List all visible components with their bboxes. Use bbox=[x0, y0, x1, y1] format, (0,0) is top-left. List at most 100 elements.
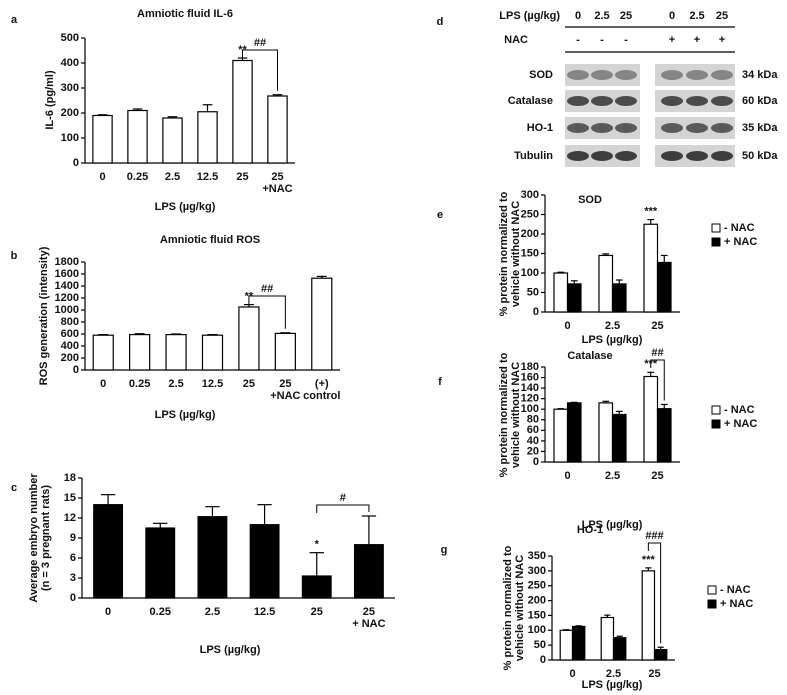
chart-panel bbox=[81, 37, 295, 164]
x-tick-label: 0.25 bbox=[150, 606, 171, 618]
protein-label: Tubulin bbox=[514, 150, 553, 162]
y-tick-label: 40 bbox=[527, 435, 539, 447]
error-bar bbox=[205, 506, 220, 517]
x-axis-label: LPS (µg/kg) bbox=[582, 679, 643, 691]
y-tick-label: 15 bbox=[64, 492, 76, 504]
chart-panel bbox=[548, 542, 717, 661]
error-bar bbox=[316, 275, 327, 279]
panel-letter: g bbox=[441, 544, 448, 556]
bar bbox=[643, 223, 659, 313]
bar bbox=[274, 332, 296, 371]
y-tick-label: 80 bbox=[527, 414, 539, 426]
bar bbox=[611, 283, 627, 313]
significance-mark: ### bbox=[645, 530, 663, 542]
x-tick-label: 25 bbox=[651, 470, 663, 482]
bar bbox=[201, 334, 224, 371]
y-axis-label: % protein normalized tovehicle without N… bbox=[502, 545, 526, 670]
x-tick-label: 0.25 bbox=[129, 378, 150, 390]
error-bar bbox=[602, 253, 610, 256]
bar bbox=[612, 637, 627, 661]
bar bbox=[197, 111, 218, 164]
error-bar bbox=[660, 254, 668, 263]
x-axis-label: LPS (µg/kg) bbox=[200, 644, 261, 656]
significance-mark: ** bbox=[245, 291, 254, 303]
legend-swatch bbox=[707, 585, 717, 595]
bar bbox=[641, 570, 656, 661]
protein-label: HO-1 bbox=[527, 122, 553, 134]
error-bar bbox=[153, 522, 168, 528]
error-bar bbox=[132, 108, 143, 111]
error-bar bbox=[647, 218, 655, 225]
y-tick-label: 300 bbox=[521, 189, 539, 201]
bar bbox=[566, 283, 582, 313]
x-tick-label: 25 bbox=[651, 320, 663, 332]
y-tick-label: 140 bbox=[521, 382, 539, 394]
legend-swatch bbox=[711, 405, 721, 415]
error-bar bbox=[604, 614, 611, 618]
y-tick-label: 50 bbox=[527, 286, 539, 298]
bar bbox=[267, 95, 288, 164]
error-bar bbox=[361, 515, 377, 545]
error-bar bbox=[98, 334, 109, 336]
bar bbox=[93, 504, 124, 599]
y-tick-label: 18 bbox=[64, 472, 76, 484]
y-tick-label: 180 bbox=[521, 361, 539, 373]
x-tick-label: 0 bbox=[100, 378, 106, 390]
bar bbox=[598, 402, 614, 463]
legend-label: - NAC bbox=[724, 222, 755, 234]
size-label: 50 kDa bbox=[742, 150, 778, 162]
x-tick-label: 0 bbox=[105, 606, 111, 618]
y-tick-label: 300 bbox=[61, 82, 79, 94]
blot-band bbox=[567, 151, 589, 161]
legend-swatch bbox=[711, 223, 721, 233]
y-tick-label: 12 bbox=[64, 512, 76, 524]
y-tick-label: 250 bbox=[521, 208, 539, 220]
error-bar bbox=[645, 567, 652, 571]
y-tick-label: 400 bbox=[61, 340, 79, 352]
significance-mark: *** bbox=[644, 205, 658, 217]
y-tick-label: 0 bbox=[540, 654, 546, 666]
x-tick-label: (+) control bbox=[303, 378, 340, 402]
error-bar bbox=[202, 104, 213, 112]
bar bbox=[656, 261, 672, 313]
y-tick-label: 1400 bbox=[55, 280, 79, 292]
nac-sign: + bbox=[719, 34, 725, 46]
error-bar bbox=[616, 635, 623, 638]
y-tick-label: 50 bbox=[534, 639, 546, 651]
y-tick-label: 3 bbox=[70, 572, 76, 584]
panel-letter: e bbox=[437, 209, 443, 221]
blot-band bbox=[567, 96, 589, 106]
lps-dose: 25 bbox=[620, 10, 632, 22]
nac-label: NAC bbox=[504, 34, 528, 46]
x-tick-label: 12.5 bbox=[254, 606, 275, 618]
blot-band bbox=[567, 123, 589, 133]
y-tick-label: 0 bbox=[533, 456, 539, 468]
y-tick-label: 800 bbox=[61, 316, 79, 328]
bar bbox=[129, 334, 151, 371]
bar bbox=[566, 402, 582, 463]
error-bar bbox=[257, 504, 272, 525]
bar bbox=[249, 524, 280, 599]
significance-mark: *** bbox=[642, 554, 656, 566]
x-tick-label: 0 bbox=[569, 668, 575, 680]
blot-band bbox=[711, 96, 733, 106]
y-tick-label: 6 bbox=[70, 552, 76, 564]
x-tick-label: 25 bbox=[243, 378, 255, 390]
blot-band bbox=[661, 151, 683, 161]
error-bar bbox=[570, 280, 578, 284]
error-bar bbox=[557, 408, 565, 410]
bar bbox=[145, 527, 176, 599]
significance-mark: ## bbox=[651, 347, 663, 359]
bar bbox=[643, 375, 659, 463]
bar bbox=[656, 408, 672, 463]
significance-mark: # bbox=[340, 492, 346, 504]
error-bar bbox=[97, 114, 108, 116]
error-bar bbox=[563, 629, 570, 631]
chart-panel bbox=[78, 477, 395, 599]
error-bar bbox=[557, 271, 565, 273]
blot-band bbox=[686, 70, 708, 80]
significance-bracket bbox=[647, 542, 662, 644]
y-tick-label: 350 bbox=[528, 550, 546, 562]
x-tick-label: 2.5 bbox=[605, 320, 620, 332]
error-bar bbox=[615, 410, 623, 415]
